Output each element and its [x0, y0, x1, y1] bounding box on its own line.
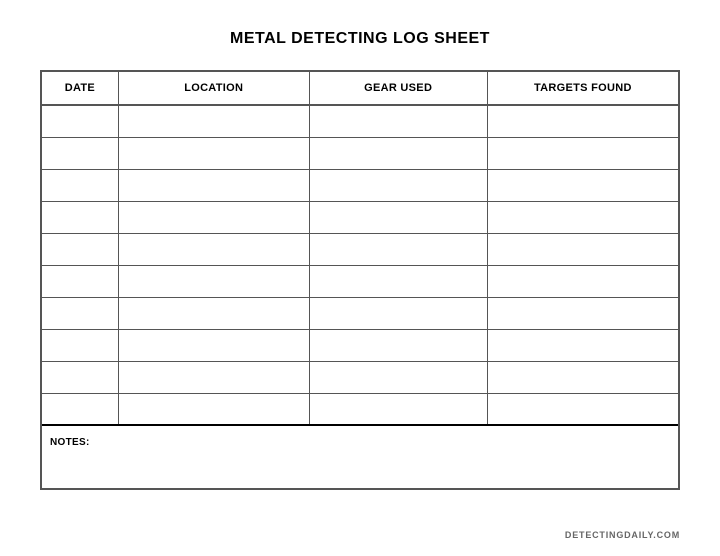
- cell: [42, 329, 118, 361]
- cell: [118, 233, 309, 265]
- cell: [42, 137, 118, 169]
- cell: [118, 105, 309, 137]
- table-row: [42, 201, 678, 233]
- cell: [487, 393, 678, 425]
- cell: [309, 329, 487, 361]
- cell: [309, 233, 487, 265]
- log-table-container: DATE LOCATION GEAR USED TARGETS FOUND NO…: [40, 70, 680, 490]
- table-row: [42, 265, 678, 297]
- cell: [118, 329, 309, 361]
- cell: [309, 393, 487, 425]
- cell: [118, 265, 309, 297]
- cell: [309, 105, 487, 137]
- cell: [118, 297, 309, 329]
- notes-label: NOTES:: [50, 437, 90, 448]
- footer-credit: DETECTINGDAILY.COM: [565, 530, 680, 540]
- cell: [487, 265, 678, 297]
- cell: [42, 297, 118, 329]
- cell: [118, 201, 309, 233]
- cell: [42, 393, 118, 425]
- col-header-targets: TARGETS FOUND: [487, 72, 678, 105]
- cell: [487, 201, 678, 233]
- table-header-row: DATE LOCATION GEAR USED TARGETS FOUND: [42, 72, 678, 105]
- cell: [487, 233, 678, 265]
- cell: [118, 137, 309, 169]
- cell: [487, 169, 678, 201]
- cell: [309, 169, 487, 201]
- cell: [487, 329, 678, 361]
- cell: [42, 169, 118, 201]
- table-row: [42, 105, 678, 137]
- table-row: [42, 233, 678, 265]
- cell: [309, 201, 487, 233]
- cell: [487, 297, 678, 329]
- cell: [487, 137, 678, 169]
- cell: [309, 137, 487, 169]
- table-row: [42, 329, 678, 361]
- page-title: METAL DETECTING LOG SHEET: [40, 30, 680, 48]
- notes-section: NOTES:: [42, 426, 678, 488]
- cell: [309, 265, 487, 297]
- cell: [42, 201, 118, 233]
- log-table: DATE LOCATION GEAR USED TARGETS FOUND: [42, 72, 678, 426]
- cell: [118, 361, 309, 393]
- table-row: [42, 361, 678, 393]
- table-row: [42, 297, 678, 329]
- cell: [118, 393, 309, 425]
- cell: [309, 297, 487, 329]
- cell: [118, 169, 309, 201]
- cell: [42, 361, 118, 393]
- table-body: [42, 105, 678, 425]
- cell: [42, 233, 118, 265]
- table-row: [42, 393, 678, 425]
- col-header-gear: GEAR USED: [309, 72, 487, 105]
- cell: [42, 265, 118, 297]
- cell: [487, 361, 678, 393]
- col-header-location: LOCATION: [118, 72, 309, 105]
- col-header-date: DATE: [42, 72, 118, 105]
- cell: [309, 361, 487, 393]
- table-row: [42, 137, 678, 169]
- table-row: [42, 169, 678, 201]
- cell: [487, 105, 678, 137]
- cell: [42, 105, 118, 137]
